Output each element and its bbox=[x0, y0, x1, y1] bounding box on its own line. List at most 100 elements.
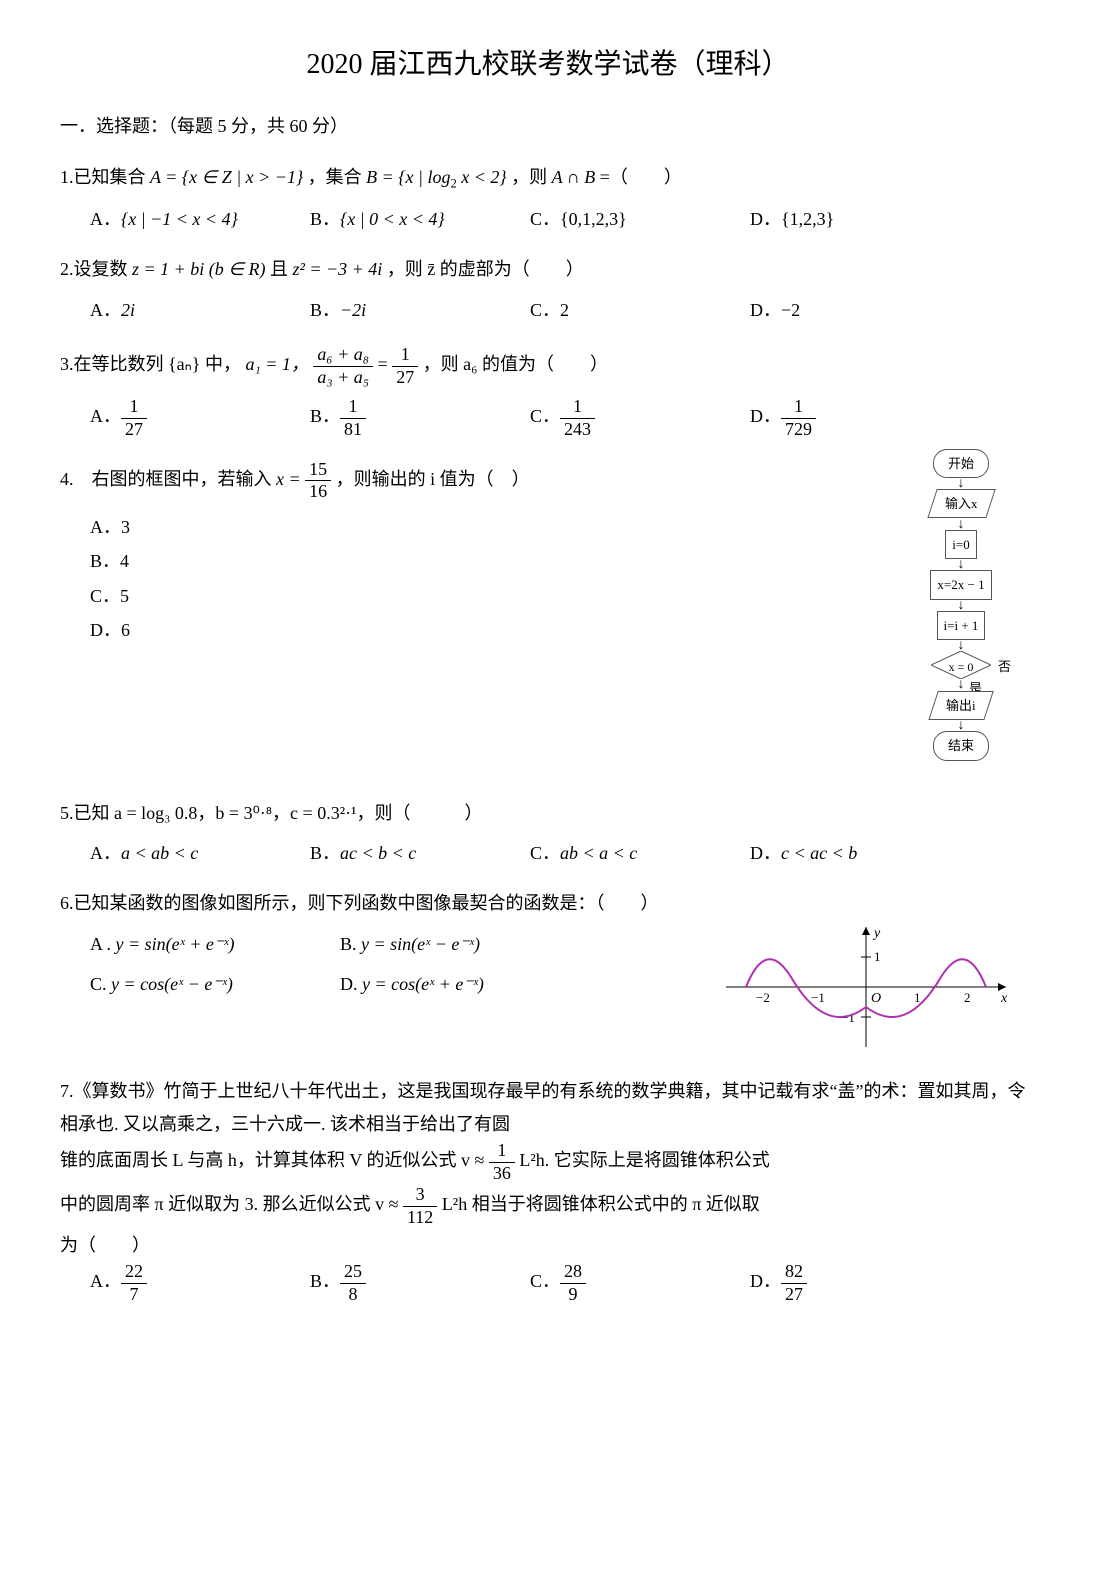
text: 4. 右图的框图中，若输入 bbox=[60, 469, 276, 489]
numerator: a₆ + a₈ bbox=[313, 344, 373, 367]
numerator: 1 bbox=[392, 344, 418, 367]
fraction: 181 bbox=[340, 396, 366, 440]
option-C: C．{0,1,2,3} bbox=[530, 203, 710, 235]
option-C: C．289 bbox=[530, 1261, 710, 1305]
value: ab < a < c bbox=[560, 843, 637, 863]
value: {1,2,3} bbox=[781, 209, 834, 229]
q7-line2: 锥的底面周长 L 与高 h，计算其体积 V 的近似公式 v ≈ 136 L²h.… bbox=[60, 1140, 1036, 1184]
denominator: 81 bbox=[340, 419, 366, 441]
text: 1.已知集合 bbox=[60, 167, 150, 187]
option-B: B．258 bbox=[310, 1261, 490, 1305]
text: L²h. 它实际上是将圆锥体积公式 bbox=[519, 1150, 769, 1170]
question-5: 5.已知 a = log₃ 0.8，b = 3⁰·⁸，c = 0.3²·¹，则（… bbox=[60, 797, 1036, 870]
label: B． bbox=[310, 1271, 340, 1291]
option-C: C．1243 bbox=[530, 396, 710, 440]
q2-stem: 2.设复数 z = 1 + bi (b ∈ R) 且 z² = −3 + 4i … bbox=[60, 253, 1036, 285]
label: B． bbox=[310, 300, 340, 320]
value: 2 bbox=[560, 300, 569, 320]
label: A． bbox=[90, 209, 121, 229]
arrow-down-icon: ↓ bbox=[886, 519, 1036, 530]
denominator: 36 bbox=[489, 1163, 515, 1185]
numerator: 28 bbox=[560, 1261, 586, 1284]
expr: a₁ = 1， bbox=[245, 354, 308, 374]
q7-line3: 中的圆周率 π 近似取为 3. 那么近似公式 v ≈ 3112 L²h 相当于将… bbox=[60, 1184, 1036, 1228]
arrow-down-icon: ↓ bbox=[886, 640, 1036, 651]
label: B． bbox=[310, 209, 340, 229]
xtick: −1 bbox=[811, 990, 825, 1005]
numerator: 1 bbox=[781, 396, 816, 419]
denominator: 27 bbox=[121, 419, 147, 441]
ytick: 1 bbox=[874, 949, 881, 964]
q3-options: A．127 B．181 C．1243 D．1729 bbox=[90, 396, 1036, 440]
fc-end: 结束 bbox=[933, 731, 989, 760]
value: 6 bbox=[121, 620, 130, 640]
q1-stem: 1.已知集合 A = {x ∈ Z | x > −1} ，集合 B = {x |… bbox=[60, 161, 1036, 195]
q5-options: A．a < ab < c B．ac < b < c C．ab < a < c D… bbox=[90, 837, 1036, 869]
fraction: 3112 bbox=[403, 1184, 437, 1228]
arrow-down-icon: ↓ bbox=[886, 478, 1036, 489]
text: x = 0 bbox=[931, 657, 991, 679]
origin-label: O bbox=[871, 991, 881, 1006]
numerator: 1 bbox=[560, 396, 595, 419]
fraction: 1516 bbox=[305, 459, 331, 503]
label: A． bbox=[90, 843, 121, 863]
option-C: C. y = cos(eˣ − e⁻ˣ) bbox=[90, 968, 320, 1000]
fc-no-label: 否 bbox=[998, 655, 1011, 678]
value: 5 bbox=[120, 586, 129, 606]
fc-output: 输出i bbox=[928, 691, 993, 720]
arrow-down-icon: ↓ bbox=[886, 720, 1036, 731]
option-B: B．{x | 0 < x < 4} bbox=[310, 203, 490, 235]
label: A． bbox=[90, 1271, 121, 1291]
numerator: 1 bbox=[489, 1140, 515, 1163]
label: C． bbox=[530, 300, 560, 320]
value: 4 bbox=[120, 551, 129, 571]
arrow-down-icon: ↓ bbox=[886, 679, 1036, 690]
denominator: 16 bbox=[305, 481, 331, 503]
label: A． bbox=[90, 517, 121, 537]
value: −2 bbox=[781, 300, 800, 320]
xtick: 1 bbox=[914, 990, 921, 1005]
label: D． bbox=[750, 209, 781, 229]
flowchart: 开始 ↓ 输入x ↓ i=0 ↓ x=2x − 1 ↓ i=i + 1 ↓ x … bbox=[886, 449, 1036, 761]
value: {x | 0 < x < 4} bbox=[340, 209, 445, 229]
expr: z = 1 + bi (b ∈ R) bbox=[132, 259, 265, 279]
text: ，则 z̄ 的虚部为（ ） bbox=[387, 259, 584, 279]
fc-step: x=2x − 1 bbox=[930, 570, 991, 599]
question-2: 2.设复数 z = 1 + bi (b ∈ R) 且 z² = −3 + 4i … bbox=[60, 253, 1036, 326]
label: D． bbox=[750, 407, 781, 427]
option-B: B．ac < b < c bbox=[310, 837, 490, 869]
text: 输入x bbox=[945, 492, 978, 515]
fc-step: i=i + 1 bbox=[937, 611, 986, 640]
denominator: 27 bbox=[781, 1284, 807, 1306]
q7-line4: 为（ ） bbox=[60, 1229, 1036, 1261]
text: 中的圆周率 π 近似取为 3. 那么近似公式 v ≈ bbox=[60, 1195, 403, 1215]
label: A . bbox=[90, 934, 111, 954]
arrow-right-icon bbox=[998, 983, 1006, 991]
denominator: 729 bbox=[781, 419, 816, 441]
option-D: D．1729 bbox=[750, 396, 930, 440]
text: 2.设复数 bbox=[60, 259, 132, 279]
value: ac < b < c bbox=[340, 843, 416, 863]
value: y = cos(eˣ − e⁻ˣ) bbox=[111, 974, 233, 994]
numerator: 82 bbox=[781, 1261, 807, 1284]
option-B: B．181 bbox=[310, 396, 490, 440]
text: ，集合 bbox=[308, 167, 367, 187]
value: 2i bbox=[121, 300, 135, 320]
option-D: D．{1,2,3} bbox=[750, 203, 930, 235]
label: D. bbox=[340, 974, 358, 994]
value: {x | −1 < x < 4} bbox=[121, 209, 238, 229]
label: A． bbox=[90, 300, 121, 320]
label: B． bbox=[310, 407, 340, 427]
numerator: 1 bbox=[121, 396, 147, 419]
value: 3 bbox=[121, 517, 130, 537]
denominator: 8 bbox=[340, 1284, 366, 1306]
label: D． bbox=[90, 620, 121, 640]
label: C． bbox=[530, 209, 560, 229]
text: 锥的底面周长 L 与高 h，计算其体积 V 的近似公式 v ≈ bbox=[60, 1150, 489, 1170]
q1-options: A．{x | −1 < x < 4} B．{x | 0 < x < 4} C．{… bbox=[90, 203, 1036, 235]
expr: A ∩ B bbox=[552, 167, 596, 187]
denominator: 243 bbox=[560, 419, 595, 441]
text: ，则 bbox=[511, 167, 552, 187]
arrow-down-icon: ↓ bbox=[886, 559, 1036, 570]
question-6: 6.已知某函数的图像如图所示，则下列函数中图像最契合的函数是：（ ） A . y… bbox=[60, 887, 1036, 1057]
